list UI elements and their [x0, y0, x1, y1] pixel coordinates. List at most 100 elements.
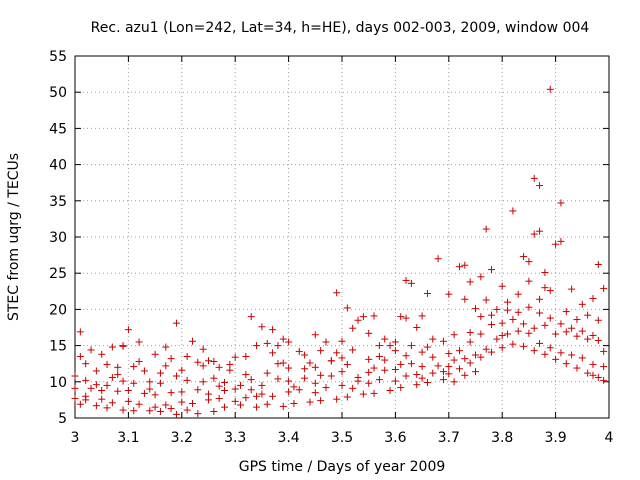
data-point [536, 227, 544, 235]
data-point [71, 384, 79, 392]
data-point [103, 360, 111, 368]
data-point [338, 381, 346, 389]
data-point [365, 379, 373, 387]
data-point [338, 354, 346, 362]
data-point [536, 295, 544, 303]
data-point [461, 371, 469, 379]
data-point [285, 388, 293, 396]
data-point [562, 328, 570, 336]
data-point [536, 309, 544, 317]
data-point [418, 374, 426, 382]
data-point [418, 363, 426, 371]
data-point [162, 343, 170, 351]
data-point [584, 369, 592, 377]
data-point [402, 276, 410, 284]
data-point [82, 360, 90, 368]
data-point [407, 279, 415, 287]
x-tick-label: 4 [605, 430, 614, 446]
data-point [439, 368, 447, 376]
data-point [135, 358, 143, 366]
data-point [108, 343, 116, 351]
data-point [439, 376, 447, 384]
data-point [541, 284, 549, 292]
y-tick-label: 50 [49, 85, 67, 101]
data-point [407, 360, 415, 368]
data-point [311, 363, 319, 371]
data-point [311, 331, 319, 339]
data-point [237, 401, 245, 409]
data-point [317, 347, 325, 355]
data-point [199, 378, 207, 386]
data-point [103, 381, 111, 389]
data-point [594, 373, 602, 381]
data-point [263, 400, 271, 408]
data-point [413, 324, 421, 331]
data-point [578, 300, 586, 308]
data-point [172, 319, 180, 327]
data-point [285, 377, 293, 385]
data-point [188, 337, 196, 345]
data-point [359, 390, 367, 398]
x-tick-label: 3.6 [384, 430, 406, 446]
data-point [172, 372, 180, 380]
data-point [375, 352, 383, 360]
x-tick-label: 3.7 [438, 430, 460, 446]
data-point [172, 410, 180, 418]
data-point [525, 303, 533, 311]
data-point [429, 369, 437, 377]
data-point [71, 394, 79, 402]
data-point [306, 398, 314, 406]
data-point [477, 313, 485, 321]
data-point [194, 410, 202, 418]
data-point [279, 335, 287, 343]
data-point [450, 356, 458, 364]
data-point [322, 338, 330, 346]
data-point [477, 330, 485, 338]
data-point [391, 338, 399, 346]
y-tick-label: 25 [49, 266, 67, 282]
data-point [514, 308, 522, 316]
data-point [285, 364, 293, 372]
data-point [130, 363, 138, 371]
data-point [557, 237, 565, 245]
data-point [108, 373, 116, 381]
data-point [290, 400, 298, 408]
data-point [253, 392, 261, 400]
data-point [365, 355, 373, 363]
data-point [290, 383, 298, 391]
data-point [194, 358, 202, 366]
data-point [434, 362, 442, 370]
data-point [418, 348, 426, 356]
data-point [423, 343, 431, 351]
data-point [455, 263, 463, 271]
data-point [402, 352, 410, 360]
data-point [434, 255, 442, 263]
data-point [226, 360, 234, 368]
data-point [114, 371, 122, 379]
data-point [338, 337, 346, 345]
data-point [317, 371, 325, 379]
data-point [221, 379, 229, 387]
data-point [162, 362, 170, 370]
data-point [327, 357, 335, 365]
data-point [466, 278, 474, 286]
data-point [418, 312, 426, 320]
data-point [269, 349, 277, 357]
data-point [349, 384, 357, 392]
data-point [306, 359, 314, 367]
data-point [482, 345, 490, 353]
data-point [247, 386, 255, 394]
data-point [231, 353, 239, 361]
x-tick-label: 3.2 [171, 430, 193, 446]
data-point [391, 377, 399, 385]
data-point [178, 398, 186, 406]
data-point [343, 304, 351, 312]
y-tick-label: 30 [49, 230, 67, 246]
data-point [546, 287, 554, 295]
data-point [183, 376, 191, 384]
data-point [546, 85, 554, 93]
data-point [124, 386, 132, 394]
data-point [285, 338, 293, 346]
data-point [562, 308, 570, 316]
data-point [525, 277, 533, 285]
